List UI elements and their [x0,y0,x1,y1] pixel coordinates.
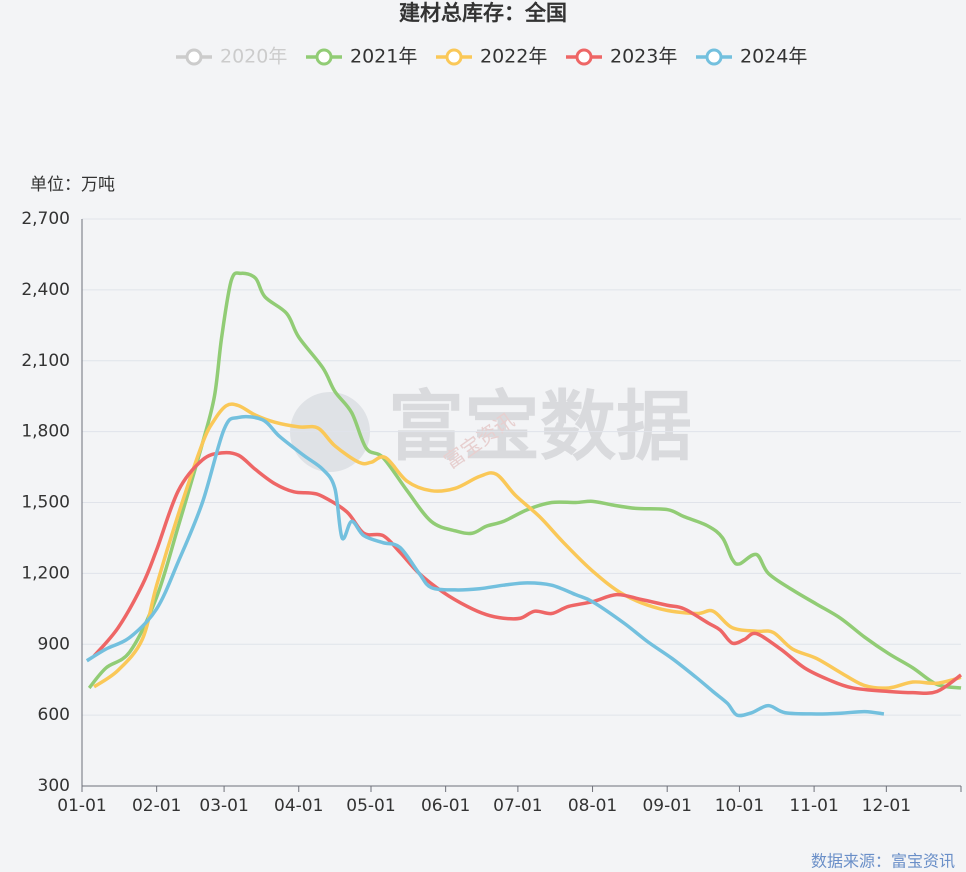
chart-title: 建材总库存：全国 [399,1,567,25]
x-tick-label: 11-01 [789,796,838,816]
y-tick-label: 900 [38,634,70,654]
legend-marker [575,48,593,66]
y-tick-label: 2,400 [21,280,70,300]
y-tick-label: 2,100 [21,351,70,371]
legend-label: 2020年 [220,46,287,68]
line [92,450,963,695]
y-tick-label: 600 [38,705,70,725]
source: 数据来源：富宝资讯 [811,852,955,871]
x-tick-label: 02-01 [132,796,181,816]
legend-label: 2024年 [740,46,807,68]
x-tick-label: 10-01 [715,796,764,816]
line [85,414,885,718]
watermark: 富宝数据 [388,382,692,471]
y-tick-label: 1,800 [21,422,70,442]
y-tick-label: 1,500 [21,493,70,513]
legend-label: 2023年 [610,46,677,68]
y-tick-label: 1,200 [21,563,70,583]
x-tick-label: 03-01 [199,796,248,816]
line [93,402,962,690]
legend-marker [185,48,203,66]
legend-label: 2021年 [350,46,417,68]
x-tick-label: 09-01 [642,796,691,816]
legend-label: 2022年 [480,46,547,68]
y-unit: 单位：万吨 [30,175,115,195]
legend-marker [445,48,463,66]
x-tick-label: 04-01 [274,796,323,816]
legend-marker [315,48,333,66]
x-tick-label: 08-01 [568,796,617,816]
x-tick-label: 06-01 [421,796,470,816]
x-tick-label: 05-01 [346,796,395,816]
x-tick-label: 12-01 [862,796,911,816]
legend-marker [705,48,723,66]
x-tick-label: 07-01 [493,796,542,816]
line [87,271,962,690]
y-tick-label: 300 [38,776,70,796]
y-tick-label: 2,700 [21,209,70,229]
x-tick-label: 01-01 [57,796,106,816]
